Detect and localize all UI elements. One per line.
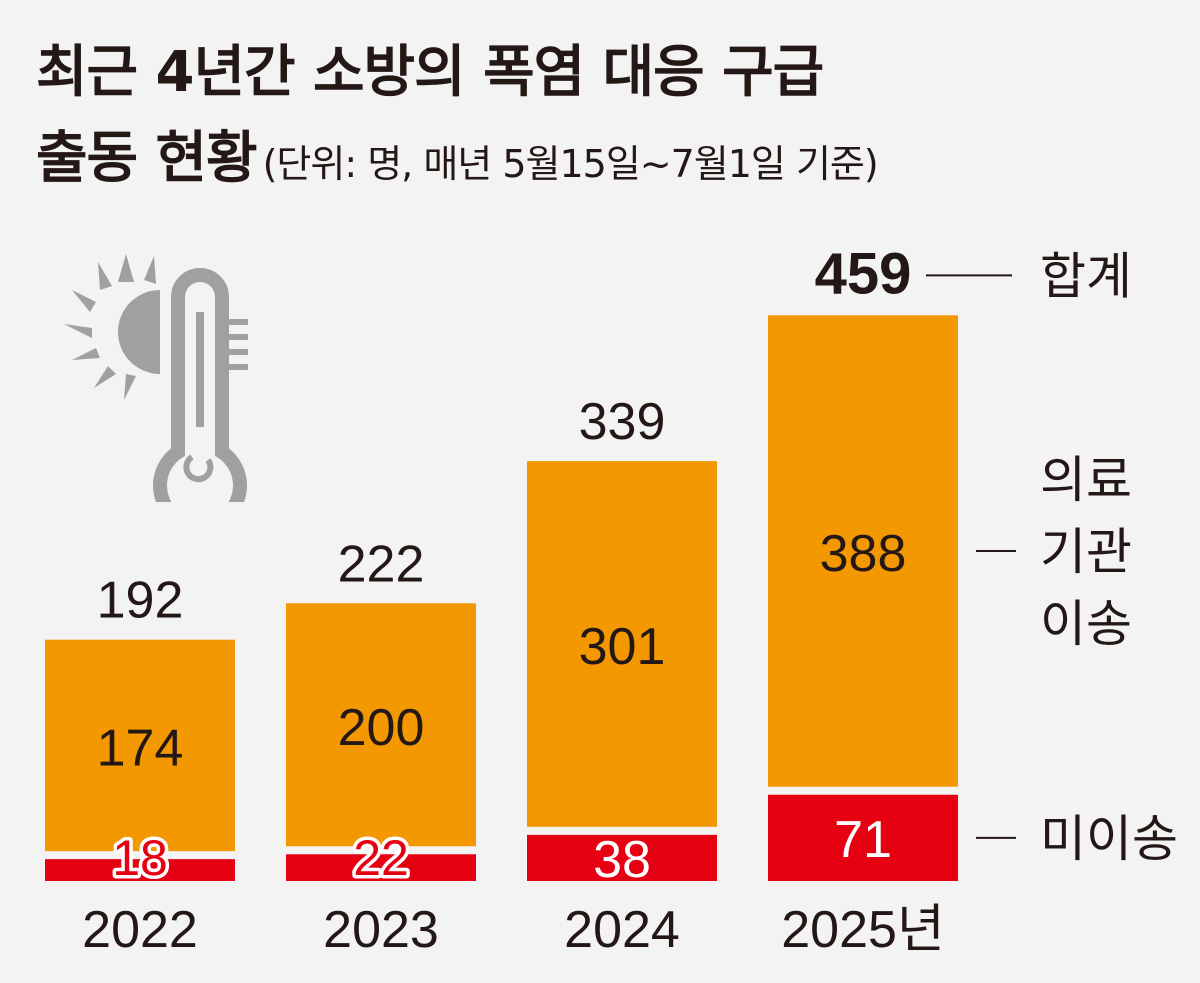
subtitle-row: 출동 현황 (단위: 명, 매년 5월15일~7월1일 기준) <box>36 124 879 207</box>
unit-note: (단위: 명, 매년 5월15일~7월1일 기준) <box>262 142 879 186</box>
bar-transported-2 <box>527 461 717 827</box>
bar-not-transported-1 <box>286 854 476 881</box>
label-total-2: 339 <box>579 393 666 451</box>
bar-not-transported-3 <box>768 794 958 881</box>
bar-transported-3 <box>768 315 958 787</box>
legend-transported-line-2: 이송 <box>1040 596 1132 652</box>
label-total-0: 192 <box>97 572 184 630</box>
x-tick-2: 2024 <box>564 901 680 959</box>
x-tick-1: 2023 <box>323 901 439 959</box>
weather-illustration <box>64 254 248 502</box>
legend-not-transported: 미이송 <box>1040 811 1178 867</box>
chart-title: 최근 4년간 소방의 폭염 대응 구급 <box>36 40 824 105</box>
legend-transported-line-1: 기관 <box>1040 524 1132 580</box>
legend-transported-line-0: 의료 <box>1040 452 1132 508</box>
sun-icon <box>64 254 160 400</box>
label-not-transported-3: 71 <box>834 811 892 869</box>
label-total-3: 459 <box>815 241 912 306</box>
legend-total: 합계 <box>1040 248 1132 304</box>
bar-not-transported-2 <box>527 834 717 881</box>
x-tick-0: 2022 <box>82 901 198 959</box>
label-not-transported-1: 22 <box>353 830 409 886</box>
x-tick-3: 2025년 <box>781 901 945 959</box>
label-transported-0: 174 <box>97 719 184 777</box>
thermometer-icon <box>153 268 248 502</box>
label-transported-1: 200 <box>338 699 425 757</box>
label-not-transported-2: 38 <box>593 831 651 889</box>
label-not-transported-0: 18 <box>112 830 168 886</box>
label-transported-2: 301 <box>579 618 666 676</box>
label-transported-3: 388 <box>820 525 907 583</box>
bar-transported-1 <box>286 603 476 847</box>
bar-transported-0 <box>45 639 235 852</box>
bar-not-transported-0 <box>45 859 235 881</box>
chart-title-line2: 출동 현황 <box>36 126 258 191</box>
label-total-1: 222 <box>338 535 425 593</box>
